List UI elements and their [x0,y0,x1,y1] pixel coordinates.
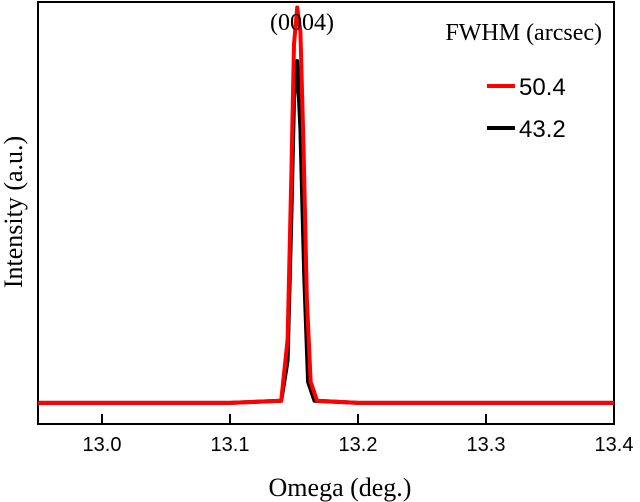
x-tick-label: 13.1 [211,434,250,456]
x-axis-label: Omega (deg.) [269,473,412,502]
x-ticks: 13.0 13.1 13.2 13.3 13.4 [83,414,634,456]
series-group [38,5,614,405]
x-tick-label: 13.4 [595,434,634,456]
peak-annotation: (0004) [270,10,334,36]
legend: 50.4 43.2 [487,74,566,143]
series-line-43-2 [38,59,614,405]
legend-label: 50.4 [519,74,566,101]
legend-title: FWHM (arcsec) [445,20,602,46]
x-tick-label: 13.0 [83,434,122,456]
y-axis-label: Intensity (a.u.) [0,136,28,288]
series-line-50-4 [38,5,614,405]
legend-label: 43.2 [519,116,566,143]
plot-frame [37,1,615,425]
x-tick-label: 13.3 [467,434,506,456]
x-tick-label: 13.2 [339,434,378,456]
